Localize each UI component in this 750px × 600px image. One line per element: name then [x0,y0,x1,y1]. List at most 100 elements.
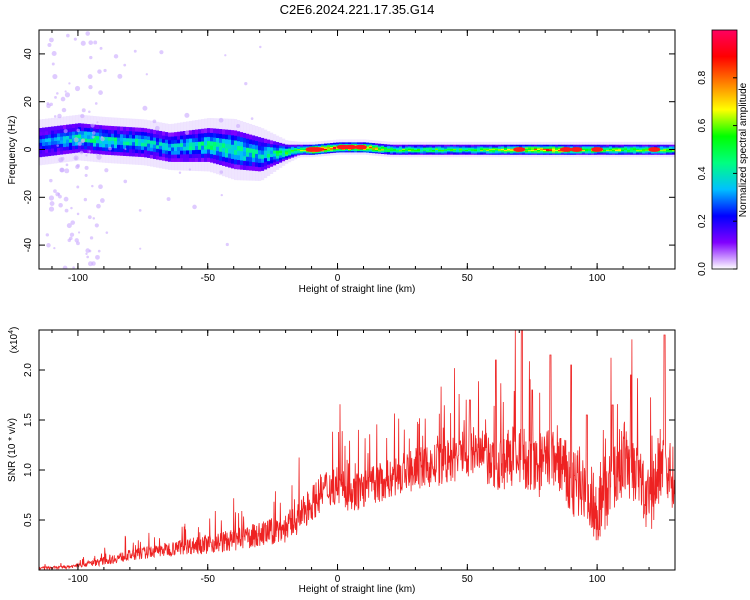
ridge-cell [222,147,226,153]
ridge-cell [624,145,628,148]
ridge-cell [351,150,355,153]
ridge-cell [147,150,151,155]
ridge-cell [366,150,370,153]
ridge-cell [249,143,253,149]
ridge-cell [501,150,505,153]
ridge-cell [498,144,502,147]
ridge-cell [84,127,88,132]
ridge-cell [378,147,382,149]
ridge-cell [408,147,412,149]
ridge-cell [111,147,115,152]
ridge-cell [621,145,625,148]
ridge-cell [474,149,478,152]
ridge-cell [501,148,505,150]
ridge-cell [606,148,610,150]
ridge-cell [423,150,427,153]
ridge-cell [585,150,589,153]
ridge-cell [420,144,424,147]
ridge-cell [411,153,415,155]
ridge-cell [396,149,400,152]
ridge-cell [252,135,256,141]
noise-speckle [52,73,58,80]
ridge-cell [201,145,205,150]
ridge-cell [402,151,406,154]
ridge-cell [672,151,675,154]
ridge-cell [231,149,235,155]
ridge-cell [42,145,46,150]
ridge-cell [477,150,481,153]
ridge-cell [165,146,169,151]
snr-plot-area [39,330,675,570]
ridge-cell [210,153,214,159]
ridge-cell [462,147,466,149]
ridge-cell [642,150,646,153]
ridge-cell [663,148,667,150]
ridge-cell [102,129,106,134]
ridge-cell [585,153,589,155]
ridge-cell [642,149,646,152]
ridge-cell [657,153,661,155]
ridge-cell [615,150,619,153]
ridge-cell [273,150,277,154]
ridge-cell [672,150,675,153]
ridge-cell [531,144,535,147]
ridge-cell [102,143,106,148]
ridge-cell [603,144,607,147]
ridge-cell [639,148,643,150]
ridge-cell [372,147,376,150]
ridge-cell [159,138,163,143]
ridge-cell [639,147,643,149]
ridge-cell [213,132,217,138]
ridge-cell [507,144,511,147]
ridge-cell [93,146,97,151]
ridge-cell [231,134,235,141]
ridge-cell [129,145,133,150]
ridge-cell [183,131,187,136]
ridge-cell [231,144,235,150]
ridge-cell [54,151,58,156]
noise-speckle [142,105,148,111]
noise-speckle [220,193,223,197]
ridge-cell [525,145,529,148]
ridge-cell [132,130,136,135]
ridge-cell [426,150,430,153]
noise-speckle [54,95,57,99]
ridge-cell [240,155,244,161]
ridge-cell [237,140,241,146]
ridge-cell [270,156,274,161]
ridge-cell [537,148,541,150]
ridge-cell [501,144,505,147]
ridge-cell [501,149,505,152]
ridge-cell [258,145,262,151]
ridge-cell [228,157,232,163]
ridge-cell [477,147,481,149]
ridge-cell [114,133,118,138]
ridge-cell [471,148,475,150]
x-tick-label: 0 [335,273,341,284]
ridge-cell [381,145,385,147]
ridge-cell [333,147,337,150]
ridge-cell [156,148,160,153]
ridge-cell [624,151,628,154]
ridge-cell [114,126,118,131]
ridge-cell [576,151,580,154]
ridge-cell [117,147,121,152]
ridge-cell [78,137,82,142]
ridge-cell [57,132,61,138]
noise-speckle [97,69,102,74]
ridge-cell [429,147,433,149]
ridge-cell [303,145,307,148]
ridge-cell [45,148,49,153]
ridge-cell [555,145,559,148]
ridge-cell [246,138,250,144]
ridge-cell [525,148,529,150]
ridge-cell [450,149,454,152]
ridge-cell [57,140,61,145]
ridge-cell [348,143,352,146]
ridge-cell [183,150,187,155]
ridge-cell [321,143,325,146]
ridge-cell [216,137,220,143]
ridge-cell [186,142,190,147]
ridge-cell [609,153,613,155]
noise-speckle [124,148,127,151]
